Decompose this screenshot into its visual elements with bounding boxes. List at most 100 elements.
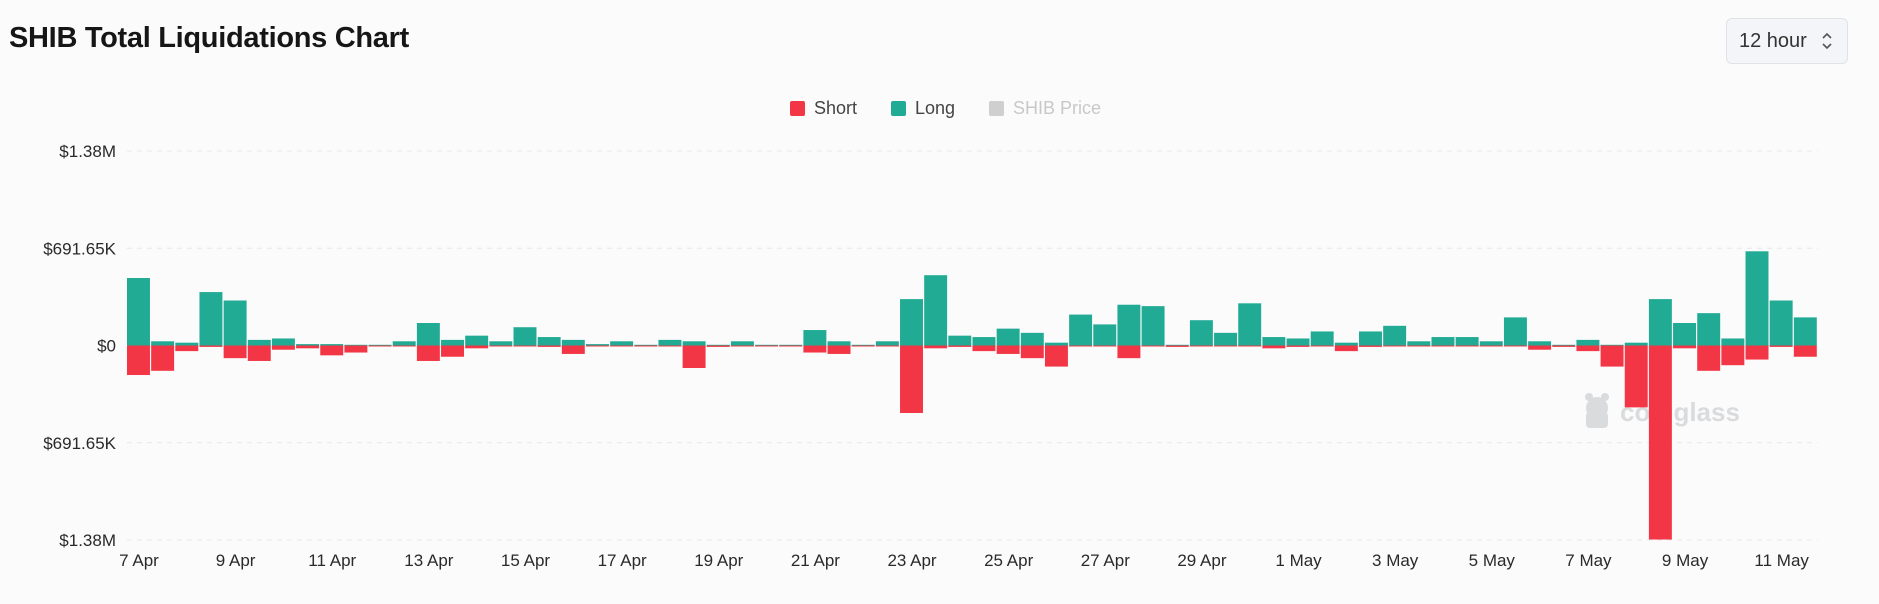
bar-short[interactable]: [247, 345, 271, 361]
bar-short[interactable]: [1189, 345, 1213, 347]
bar-short[interactable]: [175, 345, 199, 352]
bar-short[interactable]: [1020, 345, 1044, 359]
bar-long[interactable]: [320, 344, 344, 346]
bar-short[interactable]: [585, 345, 609, 347]
bar-long[interactable]: [1165, 344, 1189, 346]
bar-short[interactable]: [561, 345, 585, 354]
bar-long[interactable]: [1093, 324, 1117, 346]
bar-short[interactable]: [1673, 345, 1697, 349]
bar-long[interactable]: [1648, 299, 1672, 346]
bar-long[interactable]: [1600, 344, 1624, 346]
bar-short[interactable]: [1141, 345, 1165, 347]
bar-short[interactable]: [682, 345, 706, 368]
bar-short[interactable]: [1648, 345, 1672, 540]
bar-short[interactable]: [1165, 345, 1189, 347]
bar-short[interactable]: [223, 345, 247, 359]
bar-long[interactable]: [416, 323, 440, 346]
bar-long[interactable]: [972, 337, 996, 346]
bar-long[interactable]: [537, 337, 561, 346]
bar-long[interactable]: [1431, 337, 1455, 346]
bar-long[interactable]: [1793, 317, 1817, 346]
bar-short[interactable]: [1093, 345, 1117, 347]
bar-long[interactable]: [1069, 314, 1093, 346]
bar-short[interactable]: [1431, 345, 1455, 347]
bar-long[interactable]: [1189, 320, 1213, 346]
bar-short[interactable]: [1069, 345, 1093, 347]
bar-short[interactable]: [368, 345, 392, 347]
bar-long[interactable]: [368, 344, 392, 346]
bar-short[interactable]: [1117, 345, 1141, 359]
bar-short[interactable]: [513, 345, 537, 347]
bar-short[interactable]: [1697, 345, 1721, 371]
bar-short[interactable]: [1503, 345, 1527, 347]
bar-long[interactable]: [392, 341, 416, 346]
bar-long[interactable]: [513, 327, 537, 346]
bar-short[interactable]: [392, 345, 416, 347]
bar-long[interactable]: [1673, 323, 1697, 346]
bar-short[interactable]: [416, 345, 440, 361]
bar-short[interactable]: [271, 345, 295, 350]
bar-short[interactable]: [1721, 345, 1745, 366]
bar-short[interactable]: [972, 345, 996, 352]
bar-long[interactable]: [1503, 317, 1527, 346]
bar-long[interactable]: [900, 299, 923, 346]
bar-long[interactable]: [296, 344, 320, 346]
bar-long[interactable]: [755, 344, 779, 346]
bar-long[interactable]: [658, 339, 682, 346]
bar-short[interactable]: [1552, 345, 1576, 347]
bar-long[interactable]: [489, 341, 513, 346]
bar-long[interactable]: [344, 344, 368, 346]
bar-long[interactable]: [1117, 304, 1141, 346]
bar-short[interactable]: [1479, 345, 1503, 347]
bar-long[interactable]: [875, 341, 899, 346]
bar-long[interactable]: [271, 338, 295, 346]
bar-long[interactable]: [127, 278, 150, 346]
bar-short[interactable]: [127, 345, 150, 376]
bar-long[interactable]: [803, 330, 827, 346]
bar-short[interactable]: [948, 345, 972, 347]
bar-long[interactable]: [1044, 342, 1068, 346]
bar-short[interactable]: [610, 345, 634, 347]
bar-long[interactable]: [151, 341, 175, 346]
bar-long[interactable]: [585, 344, 609, 346]
bar-short[interactable]: [1044, 345, 1068, 367]
bar-long[interactable]: [1769, 300, 1793, 346]
bar-long[interactable]: [1745, 251, 1769, 346]
bar-long[interactable]: [1528, 341, 1552, 346]
interval-select[interactable]: 12 hour: [1726, 18, 1848, 64]
bar-short[interactable]: [1576, 345, 1600, 352]
bar-short[interactable]: [1769, 345, 1793, 347]
bar-short[interactable]: [1262, 345, 1286, 349]
bar-short[interactable]: [1745, 345, 1769, 360]
bar-short[interactable]: [634, 345, 658, 347]
bar-short[interactable]: [755, 345, 779, 347]
bar-long[interactable]: [827, 341, 851, 346]
bar-long[interactable]: [730, 341, 754, 346]
bar-long[interactable]: [1479, 341, 1503, 346]
bar-long[interactable]: [1455, 337, 1479, 346]
bar-long[interactable]: [1383, 325, 1407, 346]
bar-short[interactable]: [1624, 345, 1648, 408]
bar-short[interactable]: [1359, 345, 1382, 347]
bar-long[interactable]: [1020, 332, 1044, 346]
bar-short[interactable]: [465, 345, 489, 349]
bar-long[interactable]: [1576, 339, 1600, 346]
bar-long[interactable]: [441, 339, 464, 346]
bar-long[interactable]: [1334, 342, 1358, 346]
legend-item-long[interactable]: Long: [879, 98, 955, 119]
bar-short[interactable]: [1334, 345, 1358, 352]
bar-short[interactable]: [199, 345, 223, 347]
bar-short[interactable]: [851, 345, 875, 347]
bar-short[interactable]: [1214, 345, 1238, 347]
legend-item-price[interactable]: SHIB Price: [977, 98, 1101, 119]
bar-long[interactable]: [175, 342, 199, 346]
bar-long[interactable]: [1286, 338, 1310, 346]
bar-long[interactable]: [779, 344, 803, 346]
bar-short[interactable]: [1528, 345, 1552, 350]
bar-short[interactable]: [924, 345, 948, 349]
bar-long[interactable]: [1214, 332, 1238, 346]
bar-short[interactable]: [827, 345, 851, 354]
bar-short[interactable]: [1310, 345, 1334, 347]
bar-short[interactable]: [1383, 345, 1407, 347]
bar-short[interactable]: [1238, 345, 1262, 347]
